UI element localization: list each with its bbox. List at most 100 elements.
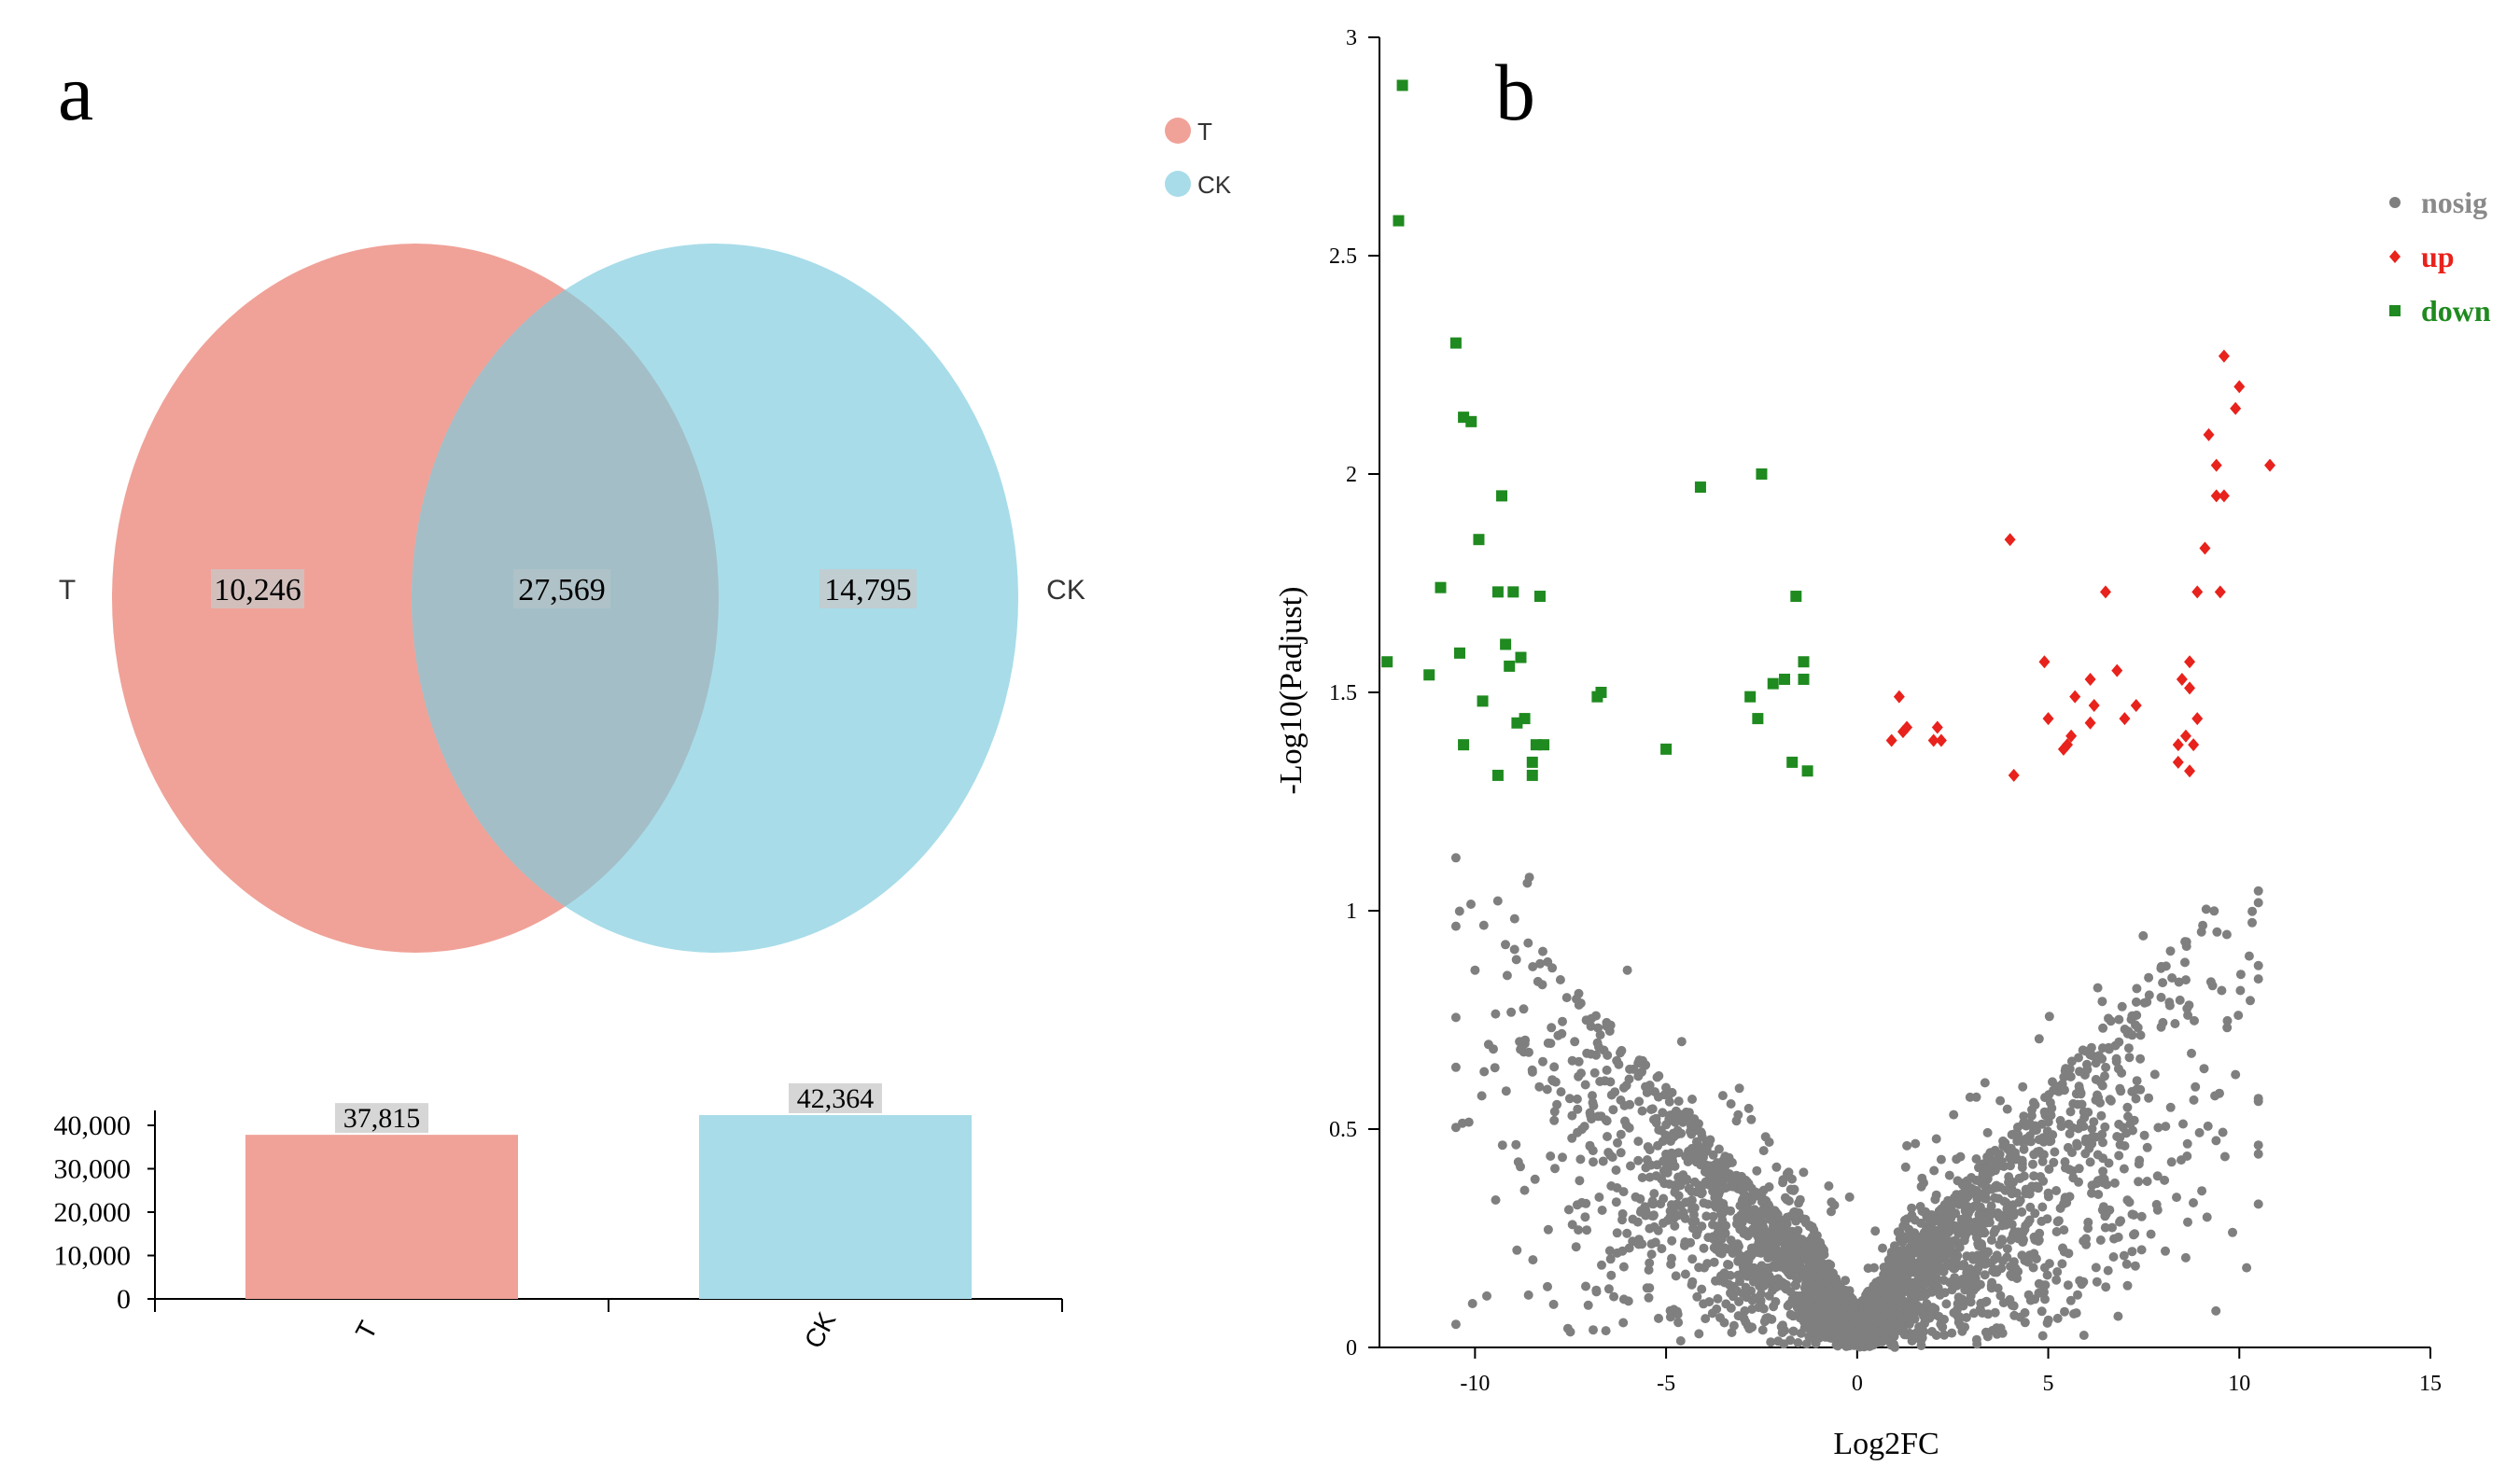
nosig-point [2196, 927, 2206, 937]
nosig-point [2095, 1235, 2106, 1245]
nosig-point [1797, 1235, 1807, 1245]
nosig-point [1689, 1177, 1700, 1187]
nosig-point [1714, 1195, 1724, 1206]
nosig-point [2059, 1072, 2069, 1082]
nosig-point [1701, 1314, 1711, 1324]
nosig-point [1625, 1064, 1635, 1074]
nosig-point [2092, 1277, 2102, 1287]
nosig-point [1941, 1299, 1952, 1309]
volcano-x-label: Log2FC [1833, 1427, 1939, 1461]
nosig-point [1958, 1261, 1968, 1271]
nosig-point [1966, 1224, 1976, 1235]
nosig-point [1667, 1253, 1676, 1263]
up-point [2210, 489, 2222, 503]
nosig-point [1582, 1048, 1592, 1058]
nosig-point [2158, 978, 2168, 988]
nosig-point [1841, 1341, 1852, 1351]
up-point [2172, 755, 2184, 769]
nosig-point [1603, 1132, 1612, 1141]
legend-swatch-down [2389, 305, 2401, 316]
venn-legend: T CK [1165, 118, 1232, 199]
nosig-point [1637, 1106, 1647, 1116]
nosig-point [1782, 1168, 1792, 1179]
panel-b-label: b [1495, 48, 1535, 137]
nosig-point [2108, 1252, 2119, 1262]
down-point [1465, 415, 1477, 427]
down-point [1504, 660, 1516, 672]
up-point [2088, 699, 2100, 713]
nosig-point [2100, 1222, 2110, 1233]
nosig-point [1491, 1009, 1501, 1019]
nosig-point [1967, 1280, 1978, 1291]
nosig-point [1782, 1212, 1792, 1222]
nosig-point [1619, 1100, 1630, 1110]
nosig-point [2146, 1229, 2156, 1239]
down-point [1526, 756, 1538, 768]
nosig-point [1644, 1292, 1654, 1303]
nosig-point [1963, 1185, 1973, 1194]
nosig-point [2015, 1312, 2025, 1322]
nosig-point [1595, 1030, 1605, 1039]
nosig-point [1572, 994, 1581, 1004]
nosig-point [1788, 1326, 1799, 1336]
nosig-point [1910, 1278, 1920, 1289]
nosig-point [2235, 985, 2246, 996]
nosig-point [2115, 1139, 2125, 1150]
nosig-point [2132, 1076, 2142, 1086]
nosig-point [2127, 1247, 2137, 1257]
nosig-point [1467, 1299, 1477, 1308]
nosig-point [1772, 1237, 1783, 1248]
nosig-point [1699, 1198, 1709, 1208]
nosig-point [2059, 1199, 2068, 1209]
nosig-point [1687, 1277, 1698, 1287]
nosig-point [1897, 1311, 1906, 1321]
nosig-point [1694, 1329, 1704, 1339]
nosig-point [1771, 1162, 1782, 1172]
nosig-point [1945, 1210, 1955, 1221]
nosig-point [1775, 1221, 1785, 1231]
nosig-point [1687, 1129, 1697, 1139]
nosig-point [1752, 1165, 1762, 1176]
up-point [2057, 742, 2069, 756]
nosig-point [1611, 1197, 1621, 1207]
nosig-point [1696, 1143, 1706, 1153]
nosig-point [2091, 1263, 2101, 1273]
down-point [1801, 765, 1813, 777]
nosig-point [2059, 1225, 2069, 1235]
nosig-point [1954, 1242, 1965, 1252]
nosig-point [1982, 1183, 1993, 1193]
bar-y-tick-label: 20,000 [54, 1197, 132, 1228]
nosig-point [2189, 1095, 2199, 1105]
down-point [1491, 586, 1504, 598]
bar-chart: 0 10,000 20,000 30,000 40,000 37,815 T 42,364 CK [54, 1083, 1063, 1353]
nosig-point [2233, 1011, 2244, 1021]
up-point [1927, 733, 1939, 747]
nosig-point [2101, 1209, 2111, 1219]
nosig-point [1620, 1116, 1630, 1126]
volcano-y-tick-label: 0 [1346, 1336, 1357, 1360]
nosig-point [1785, 1299, 1795, 1309]
nosig-point [1904, 1319, 1914, 1329]
volcano-y-tick-label: 3 [1346, 26, 1357, 50]
nosig-point [1799, 1167, 1809, 1178]
nosig-point [2037, 1306, 2047, 1317]
nosig-point [1824, 1181, 1834, 1191]
nosig-point [2115, 1083, 2125, 1094]
nosig-point [1482, 1291, 1491, 1301]
volcano-y-tick-label: 2.5 [1329, 244, 1357, 269]
nosig-point [2123, 1111, 2133, 1122]
nosig-point [2194, 1127, 2205, 1137]
nosig-point [1821, 1277, 1831, 1287]
nosig-point [1673, 1309, 1683, 1319]
nosig-point [1543, 1281, 1552, 1291]
nosig-point [1550, 1164, 1560, 1174]
nosig-point [1580, 1212, 1590, 1222]
nosig-point [1649, 1189, 1659, 1199]
nosig-point [2100, 1122, 2110, 1132]
nosig-point [2166, 1157, 2177, 1167]
nosig-point [1699, 1299, 1709, 1309]
up-point [2179, 729, 2191, 743]
nosig-point [1733, 1109, 1743, 1120]
nosig-point [1949, 1253, 1959, 1263]
